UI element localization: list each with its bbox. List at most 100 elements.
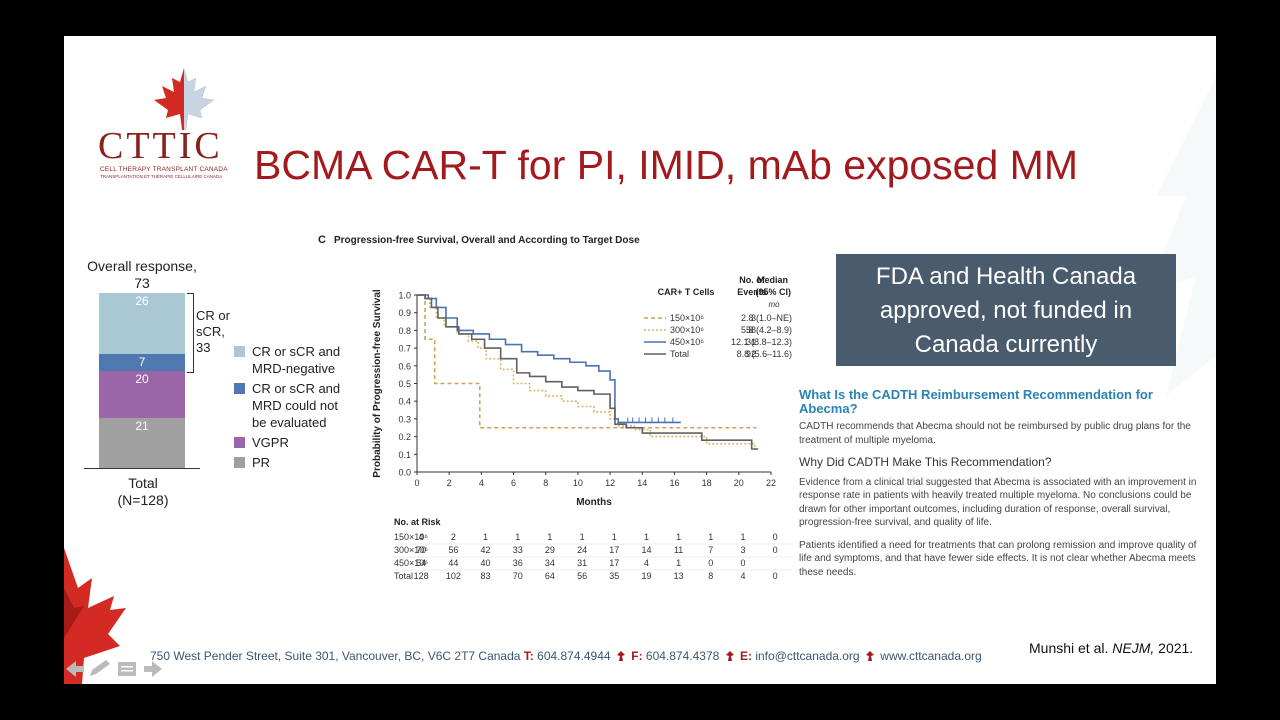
x-tick-label: 0 bbox=[414, 478, 419, 488]
risk-cell: 7 bbox=[708, 545, 713, 555]
legend-series-name: Total bbox=[670, 349, 689, 359]
km-curve bbox=[417, 294, 759, 450]
x-tick-label: 22 bbox=[766, 478, 776, 488]
risk-cell: 1 bbox=[580, 532, 585, 542]
y-tick-label: 1.0 bbox=[398, 291, 411, 301]
fax-label: F: bbox=[631, 649, 643, 663]
legend-events: 92 bbox=[746, 349, 756, 359]
x-tick-label: 4 bbox=[479, 478, 484, 488]
legend-series-name: 300×10⁶ bbox=[670, 325, 704, 335]
risk-cell: 0 bbox=[740, 558, 745, 568]
phone-label: T: bbox=[523, 649, 534, 663]
risk-cell: 0 bbox=[773, 571, 778, 581]
risk-cell: 1 bbox=[676, 532, 681, 542]
email-value: info@cttcanada.org bbox=[755, 649, 860, 663]
risk-cell: 1 bbox=[708, 532, 713, 542]
watermark-maple-icon bbox=[1146, 76, 1216, 396]
maple-separator-icon bbox=[865, 651, 874, 661]
legend-swatch bbox=[234, 346, 245, 357]
risk-cell: 1 bbox=[740, 532, 745, 542]
legend-label: CR or sCR and bbox=[252, 344, 341, 359]
risk-cell: 70 bbox=[513, 571, 523, 581]
bar-segment: 26 bbox=[99, 293, 185, 355]
citation-journal: NEJM, bbox=[1112, 640, 1155, 656]
stacked-bar: 26 7 20 21 bbox=[99, 293, 185, 468]
risk-cell: 34 bbox=[545, 558, 555, 568]
footer-address: 750 West Pender Street, Suite 301, Vanco… bbox=[150, 649, 521, 663]
risk-cell: 42 bbox=[481, 545, 491, 555]
fda-line: approved, not funded in bbox=[879, 297, 1133, 324]
risk-cell: 102 bbox=[446, 571, 461, 581]
x-tick-label: 10 bbox=[573, 478, 583, 488]
y-tick-label: 0.3 bbox=[398, 414, 411, 424]
risk-cell: 0 bbox=[773, 532, 778, 542]
total-n: (N=128) bbox=[117, 492, 169, 508]
risk-cell: 4 bbox=[419, 532, 424, 542]
prev-slide-icon[interactable] bbox=[66, 661, 84, 677]
risk-cell: 14 bbox=[641, 545, 651, 555]
slide: CTTIC CELL THERAPY TRANSPLANT CANADA TRA… bbox=[64, 36, 1216, 684]
legend-events: 58 bbox=[746, 325, 756, 335]
legend-label: MRD-negative bbox=[252, 361, 336, 376]
bracket-line: sCR, bbox=[196, 324, 225, 339]
risk-cell: 8 bbox=[708, 571, 713, 581]
risk-cell: 36 bbox=[513, 558, 523, 568]
legend-swatch bbox=[234, 457, 245, 468]
fda-line: FDA and Health Canada bbox=[875, 263, 1137, 290]
legend-header-cells: CAR+ T Cells bbox=[658, 287, 715, 297]
slideshow-nav bbox=[66, 660, 162, 677]
y-tick-label: 0.8 bbox=[398, 326, 411, 336]
risk-row-label: 300×10⁶ bbox=[394, 545, 428, 555]
cadth-paragraph: Patients identified a need for treatment… bbox=[799, 539, 1197, 578]
legend-item: VGPR bbox=[234, 434, 354, 451]
email-label: E: bbox=[740, 649, 752, 663]
legend-series-name: 150×10⁶ bbox=[670, 313, 704, 323]
legend-header-median: Median bbox=[757, 275, 788, 285]
km-curve bbox=[417, 294, 757, 429]
risk-cell: 1 bbox=[676, 558, 681, 568]
next-slide-icon[interactable] bbox=[144, 661, 162, 677]
website-link[interactable]: www.cttcanada.org bbox=[880, 649, 982, 663]
x-tick-label: 2 bbox=[447, 478, 452, 488]
risk-cell: 19 bbox=[641, 571, 651, 581]
menu-icon[interactable] bbox=[118, 662, 136, 676]
response-chart-title: Overall response, 73 bbox=[78, 258, 206, 292]
legend-median: 5.8 (4.2–8.9) bbox=[741, 325, 792, 335]
logo-maple-leaf-icon bbox=[154, 68, 214, 130]
y-tick-label: 0.4 bbox=[398, 397, 411, 407]
legend-header-events: No. of bbox=[739, 275, 765, 285]
cadth-paragraph: CADTH recommends that Abecma should not … bbox=[799, 421, 1191, 446]
legend-median: 8.8 (5.6–11.6) bbox=[737, 349, 792, 359]
risk-cell: 2 bbox=[451, 532, 456, 542]
km-curve bbox=[417, 294, 759, 450]
response-legend: CR or sCR and MRD-negative CR or sCR and MR… bbox=[234, 343, 354, 474]
y-axis-label: Probability of Progression-free Survival bbox=[372, 289, 383, 478]
x-tick-label: 12 bbox=[605, 478, 615, 488]
risk-cell: 0 bbox=[773, 545, 778, 555]
pen-tool-icon[interactable] bbox=[90, 660, 110, 676]
risk-cell: 40 bbox=[481, 558, 491, 568]
risk-row-label: Total bbox=[394, 571, 413, 581]
bar-segment: 7 bbox=[99, 354, 185, 372]
risk-cell: 17 bbox=[609, 558, 619, 568]
risk-cell: 4 bbox=[644, 558, 649, 568]
risk-cell: 1 bbox=[644, 532, 649, 542]
legend-item: CR or sCR and MRD-negative bbox=[234, 343, 354, 377]
risk-cell: 64 bbox=[545, 571, 555, 581]
legend-label: MRD could not bbox=[252, 398, 338, 413]
cadth-subheading: Why Did CADTH Make This Recommendation? bbox=[799, 455, 1052, 469]
x-tick-label: 14 bbox=[637, 478, 647, 488]
km-curve bbox=[417, 294, 681, 424]
risk-cell: 83 bbox=[481, 571, 491, 581]
legend-median: 2.8 (1.0–NE) bbox=[741, 313, 792, 323]
slide-title: BCMA CAR-T for PI, IMID, mAb exposed MM bbox=[254, 142, 1078, 188]
bracket-line: CR or bbox=[196, 308, 230, 323]
y-tick-label: 0.2 bbox=[398, 432, 411, 442]
risk-cell: 17 bbox=[609, 545, 619, 555]
y-tick-label: 0.5 bbox=[398, 379, 411, 389]
risk-cell: 128 bbox=[414, 571, 429, 581]
bar-segment: 20 bbox=[99, 371, 185, 419]
risk-cell: 13 bbox=[674, 571, 684, 581]
citation-authors: Munshi et al. bbox=[1029, 640, 1109, 656]
fda-approval-box: FDA and Health Canada approved, not fund… bbox=[836, 254, 1176, 366]
